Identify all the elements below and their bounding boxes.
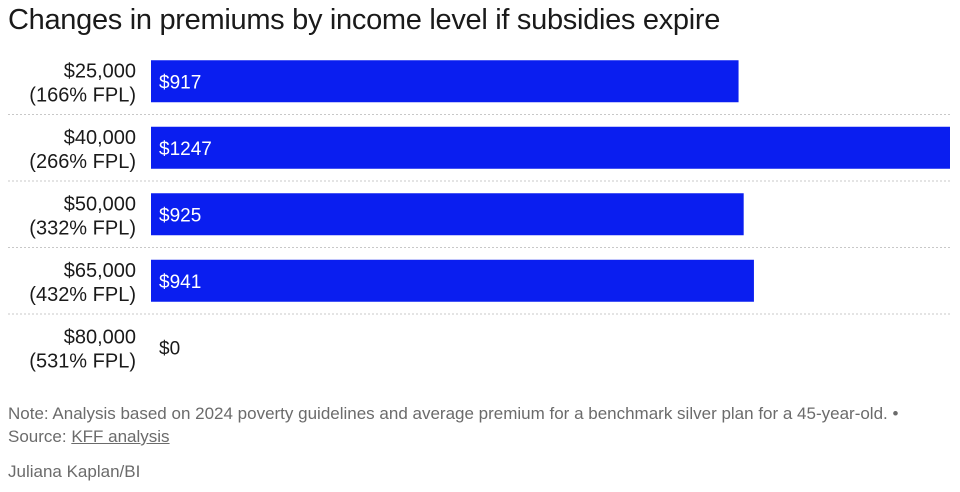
category-label: $25,000 (166% FPL) [29, 60, 136, 106]
category-label: $65,000 (432% FPL) [29, 260, 136, 306]
bar [151, 60, 739, 103]
bar [151, 126, 950, 169]
category-label: $80,000 (531% FPL) [29, 326, 136, 372]
category-label-line: (432% FPL) [29, 284, 136, 306]
value-label: $917 [159, 72, 201, 93]
category-label: $50,000 (332% FPL) [29, 193, 136, 239]
category-label-line: (332% FPL) [29, 217, 136, 239]
note-text: Note: Analysis based on 2024 poverty gui… [8, 404, 899, 446]
bar-chart-svg: $25,000 (166% FPL) $917 $40,000 (266% FPL) $1… [8, 60, 952, 372]
bar [151, 259, 754, 302]
category-label: $40,000 (266% FPL) [29, 127, 136, 173]
category-label-line: $65,000 [64, 260, 136, 282]
byline: Juliana Kaplan/BI [8, 462, 141, 481]
category-label-line: $25,000 [64, 60, 136, 82]
value-label: $0 [159, 338, 180, 359]
category-label-line: (531% FPL) [29, 350, 136, 372]
category-label-line: $50,000 [64, 193, 136, 215]
chart-title: Changes in premiums by income level if s… [8, 4, 721, 36]
bar [151, 193, 744, 236]
source-link[interactable]: KFF analysis [71, 427, 170, 446]
category-label-line: $80,000 [64, 326, 136, 348]
value-label: $925 [159, 205, 201, 226]
chart-note: Note: Analysis based on 2024 poverty gui… [8, 402, 938, 448]
category-label-line: (166% FPL) [29, 84, 136, 106]
category-label-line: (266% FPL) [29, 151, 136, 173]
value-label: $941 [159, 272, 201, 293]
value-label: $1247 [159, 139, 212, 160]
category-label-line: $40,000 [64, 127, 136, 149]
bar-chart: $25,000 (166% FPL) $917 $40,000 (266% FPL) $1… [0, 48, 960, 381]
